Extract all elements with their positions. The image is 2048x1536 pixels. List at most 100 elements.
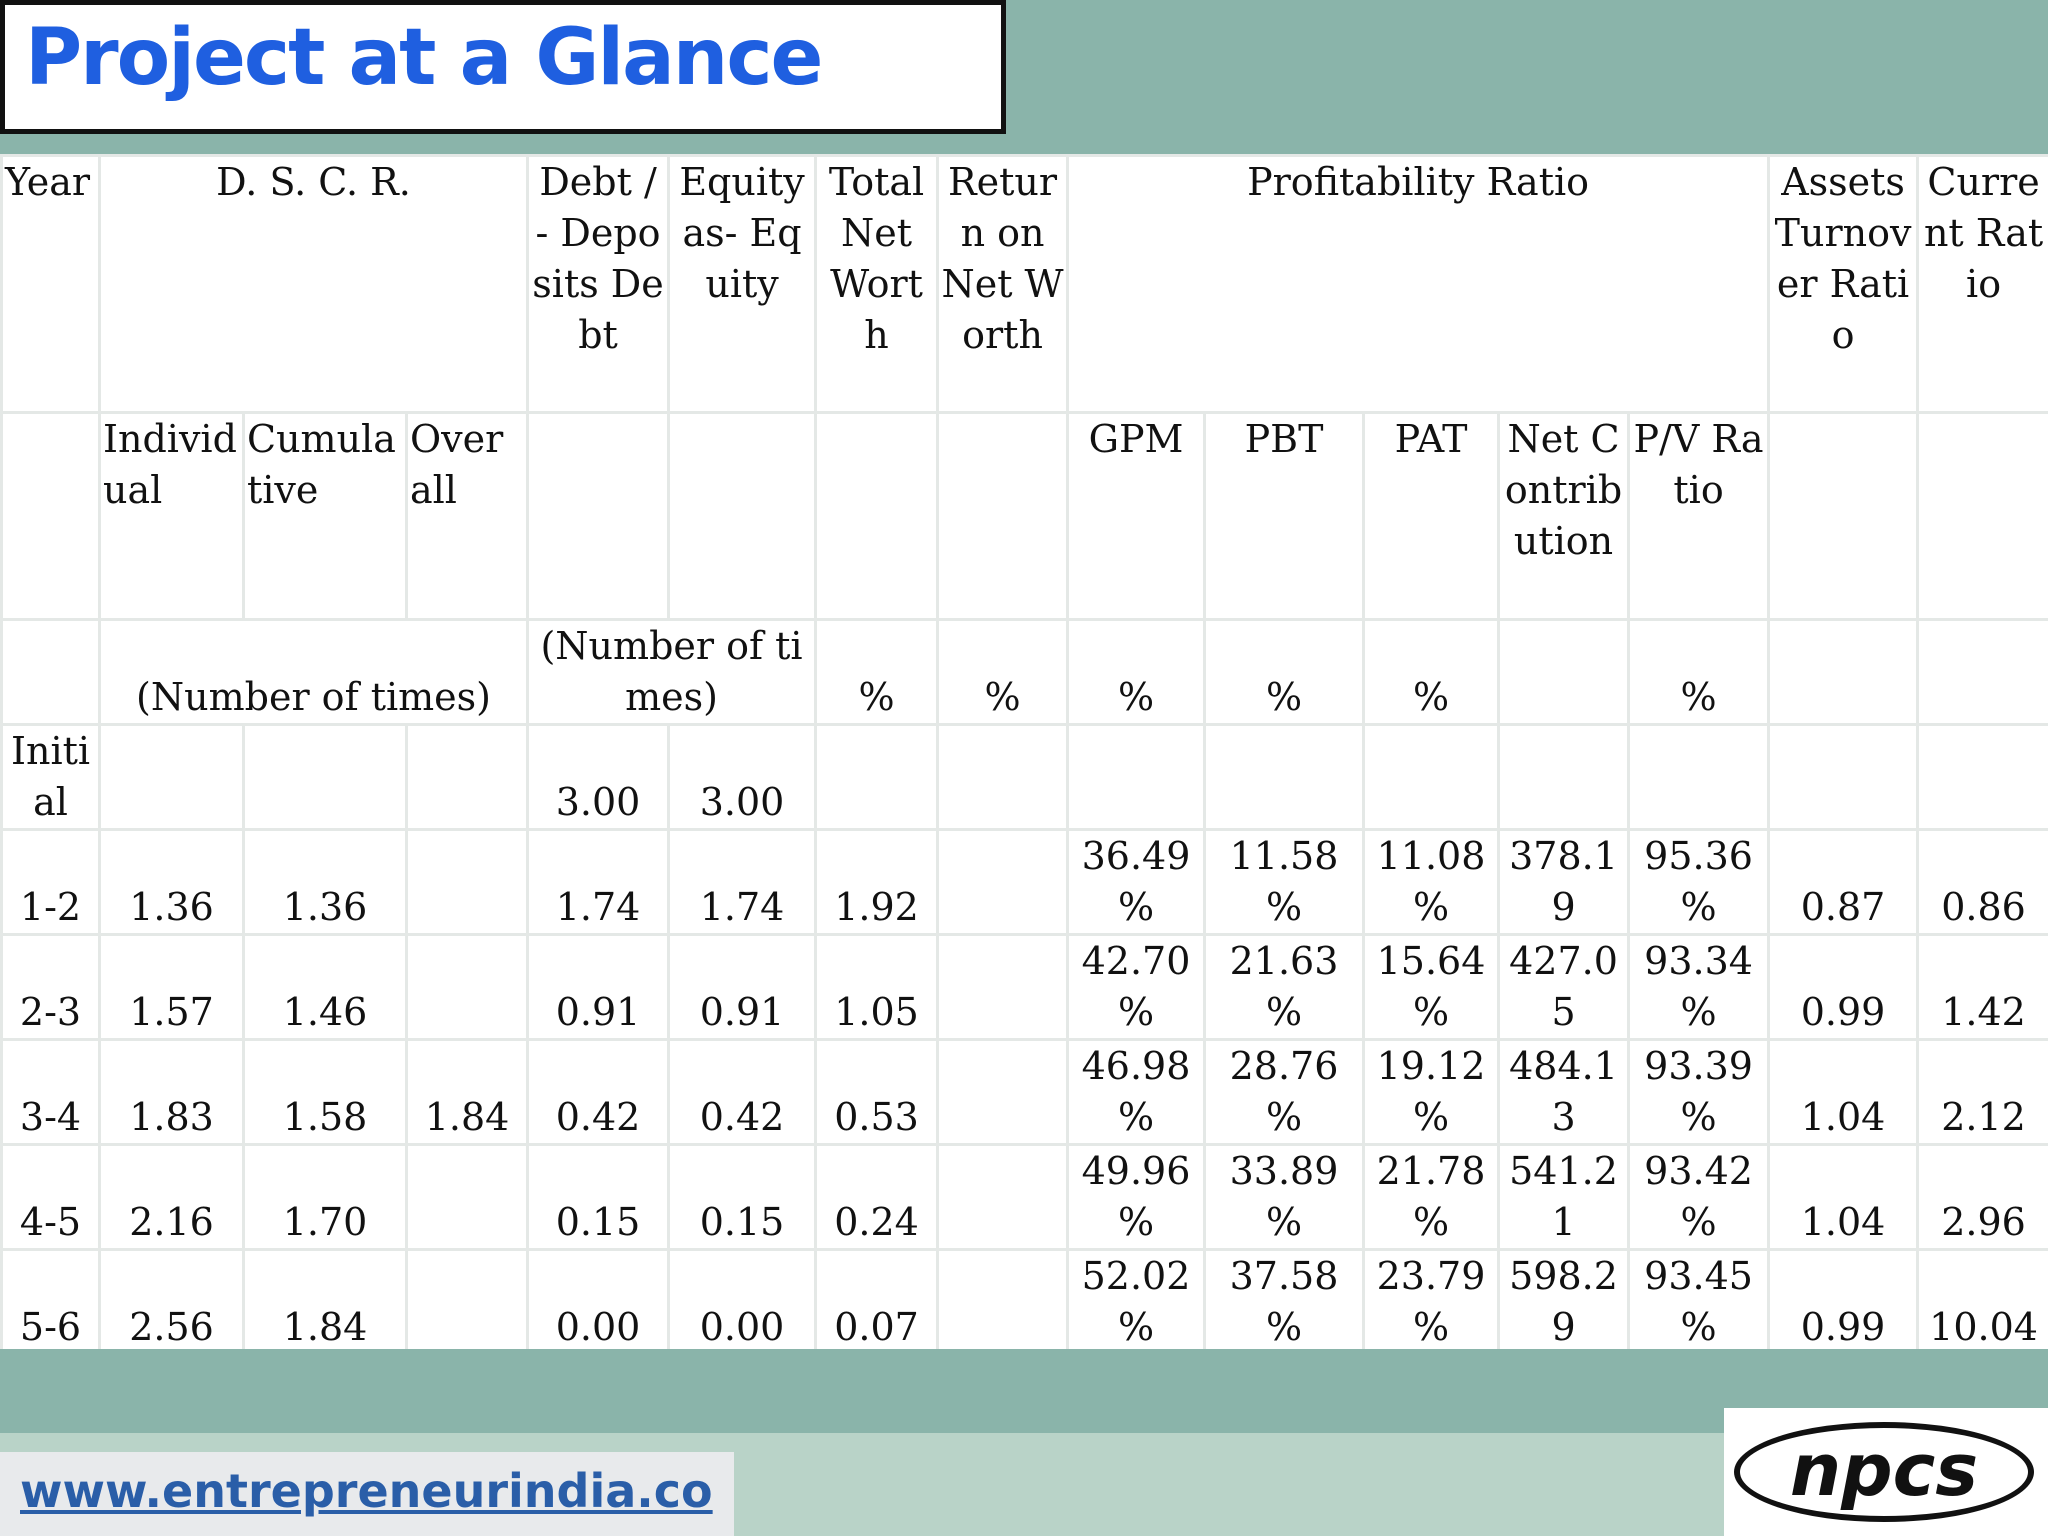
header-cell: PAT [1362,411,1501,621]
cell: 52.02 % [1066,1248,1207,1356]
cell: 1.42 [1916,933,2048,1041]
header-cell: GPM [1066,411,1207,621]
cell: 1.92 [814,828,940,936]
cell [936,723,1070,831]
cell: 95.36 % [1627,828,1771,936]
cell: 2.56 [98,1248,245,1356]
table-row: 1-2 1.36 1.36 1.74 1.74 1.92 36.49 % 11.58 % 11.… [0,828,2048,936]
cell: 0.87 [1767,828,1920,936]
cell: 484.13 [1497,1038,1631,1146]
header-cell: P/V Ratio [1627,411,1771,621]
cell: 36.49 % [1066,828,1207,936]
cell: 1.36 [242,828,408,936]
cell: 427.05 [1497,933,1631,1041]
cell: 1.04 [1767,1143,1920,1251]
cell: 541.21 [1497,1143,1631,1251]
cell: 33.89 % [1203,1143,1366,1251]
cell: 1.83 [98,1038,245,1146]
cell: 0.07 [814,1248,940,1356]
cell: 46.98 % [1066,1038,1207,1146]
cell: 21.78 % [1362,1143,1501,1251]
header-cell: Net Contribution [1497,411,1631,621]
header-cell: Individual [98,411,245,621]
unit-cell: % [1066,618,1207,726]
header-cell: Assets Turnover Ratio [1767,154,1920,414]
cell: 42.70 % [1066,933,1207,1041]
table-row: 2-3 1.57 1.46 0.91 0.91 1.05 42.70 % 21.63 % 15.… [0,933,2048,1041]
cell: 1.58 [242,1038,408,1146]
cell: 93.45 % [1627,1248,1771,1356]
cell [404,828,530,936]
cell [1916,723,2048,831]
cell [936,933,1070,1041]
cell: 378.19 [1497,828,1631,936]
header-cell: Debt / - Deposits Debt [526,154,671,414]
table-row: Initial 3.00 3.00 [0,723,2048,831]
cell [814,411,940,621]
url-box: www.entrepreneurindia.co [0,1452,734,1536]
unit-cell: % [1203,618,1366,726]
header-cell: Overall [404,411,530,621]
table-row: 5-6 2.56 1.84 0.00 0.00 0.07 52.02 % 37.58 % 23.… [0,1248,2048,1356]
cell: 37.58 % [1203,1248,1366,1356]
cell [404,933,530,1041]
cell: 1.05 [814,933,940,1041]
cell: 11.58 % [1203,828,1366,936]
cell: 1.70 [242,1143,408,1251]
cell: 21.63 % [1203,933,1366,1041]
table-row: 3-4 1.83 1.58 1.84 0.42 0.42 0.53 46.98 % 28.76 … [0,1038,2048,1146]
cell [0,411,101,621]
header-cell: Year [0,154,101,414]
title-box: Project at a Glance [0,0,1006,134]
header-cell: Total Net Worth [814,154,940,414]
cell: 598.29 [1497,1248,1631,1356]
cell [1497,618,1631,726]
cell: 2.96 [1916,1143,2048,1251]
cell [1203,723,1366,831]
cell: 0.99 [1767,933,1920,1041]
logo-box: npcs [1724,1408,2048,1536]
cell: 1.74 [667,828,818,936]
cell [936,1143,1070,1251]
cell: 0.91 [526,933,671,1041]
cell: 1.84 [242,1248,408,1356]
cell: 5-6 [0,1248,101,1356]
cell: 19.12 % [1362,1038,1501,1146]
header-cell: PBT [1203,411,1366,621]
header-cell: Current Ratio [1916,154,2048,414]
website-link[interactable]: www.entrepreneurindia.co [20,1464,713,1518]
header-cell: Cumulative [242,411,408,621]
cell: 23.79 % [1362,1248,1501,1356]
cell: 0.86 [1916,828,2048,936]
cell: 93.34 % [1627,933,1771,1041]
cell: 0.99 [1767,1248,1920,1356]
cell [242,723,408,831]
cell: 93.39 % [1627,1038,1771,1146]
cell: 3-4 [0,1038,101,1146]
unit-cell: % [1362,618,1501,726]
title: Project at a Glance [25,13,823,103]
cell [936,1248,1070,1356]
cell: Initial [0,723,101,831]
cell: 28.76 % [1203,1038,1366,1146]
cell: 2-3 [0,933,101,1041]
cell: 3.00 [526,723,671,831]
data-table: Year D. S. C. R. Debt / - Deposits Debt … [0,154,2048,1356]
unit-cell: (Number of times) [97,618,530,726]
cell [1497,723,1631,831]
cell [1767,411,1920,621]
header-cell: D. S. C. R. [97,154,530,414]
cell: 0.15 [526,1143,671,1251]
table-row: 4-5 2.16 1.70 0.15 0.15 0.24 49.96 % 33.89 % 21.… [0,1143,2048,1251]
cell: 0.00 [667,1248,818,1356]
cell [1767,618,1920,726]
cell: 0.42 [526,1038,671,1146]
cell [404,1143,530,1251]
cell: 10.04 [1916,1248,2048,1356]
cell: 0.15 [667,1143,818,1251]
cell [936,411,1070,621]
cell [1916,618,2048,726]
cell: 4-5 [0,1143,101,1251]
cell: 2.12 [1916,1038,2048,1146]
